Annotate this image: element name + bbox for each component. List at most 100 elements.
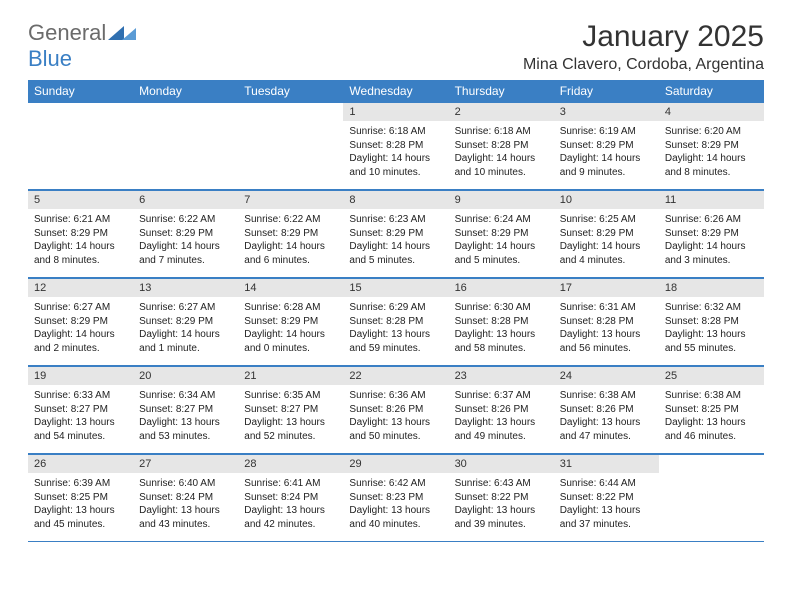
day-number: 10 [554, 190, 659, 209]
day-number: 3 [554, 102, 659, 121]
day-number: 11 [659, 190, 764, 209]
day-number-empty [28, 102, 133, 121]
daylight-text: Daylight: 13 hours and 40 minutes. [349, 504, 442, 531]
calendar-cell: 23Sunrise: 6:37 AMSunset: 8:26 PMDayligh… [449, 366, 554, 454]
daylight-text: Daylight: 13 hours and 59 minutes. [349, 328, 442, 355]
sunrise-text: Sunrise: 6:22 AM [139, 213, 232, 227]
calendar-cell: 28Sunrise: 6:41 AMSunset: 8:24 PMDayligh… [238, 454, 343, 542]
day-number: 12 [28, 278, 133, 297]
sunset-text: Sunset: 8:25 PM [34, 491, 127, 505]
sunrise-text: Sunrise: 6:38 AM [560, 389, 653, 403]
header: General Blue January 2025 Mina Clavero, … [28, 20, 764, 74]
calendar-cell: 17Sunrise: 6:31 AMSunset: 8:28 PMDayligh… [554, 278, 659, 366]
day-number: 21 [238, 366, 343, 385]
sunrise-text: Sunrise: 6:29 AM [349, 301, 442, 315]
day-number: 26 [28, 454, 133, 473]
sunset-text: Sunset: 8:28 PM [455, 139, 548, 153]
day-body: Sunrise: 6:19 AMSunset: 8:29 PMDaylight:… [554, 121, 659, 189]
sunset-text: Sunset: 8:29 PM [139, 227, 232, 241]
sunset-text: Sunset: 8:29 PM [455, 227, 548, 241]
calendar-cell: 27Sunrise: 6:40 AMSunset: 8:24 PMDayligh… [133, 454, 238, 542]
sunrise-text: Sunrise: 6:30 AM [455, 301, 548, 315]
sunset-text: Sunset: 8:24 PM [244, 491, 337, 505]
sunset-text: Sunset: 8:28 PM [665, 315, 758, 329]
daylight-text: Daylight: 14 hours and 1 minute. [139, 328, 232, 355]
day-body: Sunrise: 6:23 AMSunset: 8:29 PMDaylight:… [343, 209, 448, 277]
calendar-cell: 6Sunrise: 6:22 AMSunset: 8:29 PMDaylight… [133, 190, 238, 278]
calendar-cell: 8Sunrise: 6:23 AMSunset: 8:29 PMDaylight… [343, 190, 448, 278]
day-number: 9 [449, 190, 554, 209]
daylight-text: Daylight: 13 hours and 42 minutes. [244, 504, 337, 531]
sunrise-text: Sunrise: 6:28 AM [244, 301, 337, 315]
daylight-text: Daylight: 13 hours and 54 minutes. [34, 416, 127, 443]
day-number: 23 [449, 366, 554, 385]
sunrise-text: Sunrise: 6:23 AM [349, 213, 442, 227]
daylight-text: Daylight: 14 hours and 9 minutes. [560, 152, 653, 179]
month-title: January 2025 [523, 20, 764, 54]
day-body: Sunrise: 6:22 AMSunset: 8:29 PMDaylight:… [133, 209, 238, 277]
calendar-cell: 18Sunrise: 6:32 AMSunset: 8:28 PMDayligh… [659, 278, 764, 366]
day-body: Sunrise: 6:28 AMSunset: 8:29 PMDaylight:… [238, 297, 343, 365]
day-body: Sunrise: 6:34 AMSunset: 8:27 PMDaylight:… [133, 385, 238, 453]
calendar-cell: 30Sunrise: 6:43 AMSunset: 8:22 PMDayligh… [449, 454, 554, 542]
day-header: Monday [133, 80, 238, 102]
daylight-text: Daylight: 14 hours and 10 minutes. [349, 152, 442, 179]
calendar-cell: 19Sunrise: 6:33 AMSunset: 8:27 PMDayligh… [28, 366, 133, 454]
calendar-cell: 14Sunrise: 6:28 AMSunset: 8:29 PMDayligh… [238, 278, 343, 366]
sunrise-text: Sunrise: 6:32 AM [665, 301, 758, 315]
sunrise-text: Sunrise: 6:43 AM [455, 477, 548, 491]
daylight-text: Daylight: 13 hours and 55 minutes. [665, 328, 758, 355]
day-number: 28 [238, 454, 343, 473]
sunrise-text: Sunrise: 6:24 AM [455, 213, 548, 227]
sunrise-text: Sunrise: 6:25 AM [560, 213, 653, 227]
day-body: Sunrise: 6:33 AMSunset: 8:27 PMDaylight:… [28, 385, 133, 453]
calendar-cell: 9Sunrise: 6:24 AMSunset: 8:29 PMDaylight… [449, 190, 554, 278]
sunset-text: Sunset: 8:24 PM [139, 491, 232, 505]
sunset-text: Sunset: 8:29 PM [665, 227, 758, 241]
sunrise-text: Sunrise: 6:21 AM [34, 213, 127, 227]
day-body: Sunrise: 6:20 AMSunset: 8:29 PMDaylight:… [659, 121, 764, 189]
day-body: Sunrise: 6:24 AMSunset: 8:29 PMDaylight:… [449, 209, 554, 277]
daylight-text: Daylight: 14 hours and 7 minutes. [139, 240, 232, 267]
sunset-text: Sunset: 8:25 PM [665, 403, 758, 417]
sunrise-text: Sunrise: 6:42 AM [349, 477, 442, 491]
sunset-text: Sunset: 8:27 PM [244, 403, 337, 417]
daylight-text: Daylight: 14 hours and 2 minutes. [34, 328, 127, 355]
sunset-text: Sunset: 8:26 PM [349, 403, 442, 417]
day-body: Sunrise: 6:38 AMSunset: 8:25 PMDaylight:… [659, 385, 764, 453]
sunset-text: Sunset: 8:29 PM [244, 227, 337, 241]
day-body: Sunrise: 6:41 AMSunset: 8:24 PMDaylight:… [238, 473, 343, 541]
sunset-text: Sunset: 8:29 PM [139, 315, 232, 329]
day-body-empty [659, 473, 764, 531]
calendar-cell: 5Sunrise: 6:21 AMSunset: 8:29 PMDaylight… [28, 190, 133, 278]
sunset-text: Sunset: 8:29 PM [665, 139, 758, 153]
daylight-text: Daylight: 13 hours and 47 minutes. [560, 416, 653, 443]
sunset-text: Sunset: 8:26 PM [455, 403, 548, 417]
day-body: Sunrise: 6:44 AMSunset: 8:22 PMDaylight:… [554, 473, 659, 541]
daylight-text: Daylight: 14 hours and 8 minutes. [34, 240, 127, 267]
daylight-text: Daylight: 14 hours and 5 minutes. [455, 240, 548, 267]
calendar-cell: 16Sunrise: 6:30 AMSunset: 8:28 PMDayligh… [449, 278, 554, 366]
calendar-cell: 20Sunrise: 6:34 AMSunset: 8:27 PMDayligh… [133, 366, 238, 454]
day-header: Wednesday [343, 80, 448, 102]
day-header: Sunday [28, 80, 133, 102]
daylight-text: Daylight: 14 hours and 10 minutes. [455, 152, 548, 179]
sunrise-text: Sunrise: 6:22 AM [244, 213, 337, 227]
sunset-text: Sunset: 8:29 PM [560, 139, 653, 153]
day-number: 30 [449, 454, 554, 473]
day-body: Sunrise: 6:18 AMSunset: 8:28 PMDaylight:… [449, 121, 554, 189]
logo-triangle-icon [108, 20, 136, 36]
day-body: Sunrise: 6:38 AMSunset: 8:26 PMDaylight:… [554, 385, 659, 453]
calendar-row: 19Sunrise: 6:33 AMSunset: 8:27 PMDayligh… [28, 366, 764, 454]
day-number: 5 [28, 190, 133, 209]
calendar-cell: 29Sunrise: 6:42 AMSunset: 8:23 PMDayligh… [343, 454, 448, 542]
title-block: January 2025 Mina Clavero, Cordoba, Arge… [523, 20, 764, 74]
calendar-cell: 10Sunrise: 6:25 AMSunset: 8:29 PMDayligh… [554, 190, 659, 278]
day-number: 31 [554, 454, 659, 473]
calendar-header-row: SundayMondayTuesdayWednesdayThursdayFrid… [28, 80, 764, 102]
day-number: 27 [133, 454, 238, 473]
calendar-cell: 3Sunrise: 6:19 AMSunset: 8:29 PMDaylight… [554, 102, 659, 190]
sunset-text: Sunset: 8:23 PM [349, 491, 442, 505]
day-body: Sunrise: 6:27 AMSunset: 8:29 PMDaylight:… [133, 297, 238, 365]
calendar-cell [238, 102, 343, 190]
